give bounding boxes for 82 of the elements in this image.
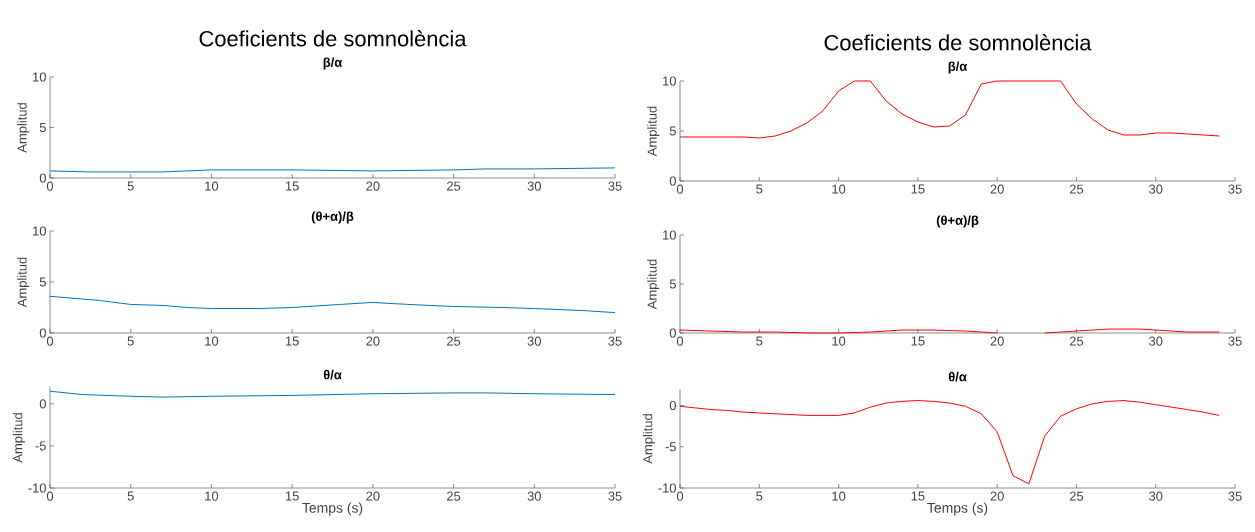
y-tick-label: -5 xyxy=(665,442,676,452)
y-axis-title: Amplitud xyxy=(12,413,25,463)
x-tick-label: 20 xyxy=(366,491,380,501)
x-tick-label: 25 xyxy=(1069,491,1084,501)
x-tick-label: 25 xyxy=(447,336,461,346)
x-tick-label: 20 xyxy=(990,336,1004,346)
x-tick-label: 35 xyxy=(1228,184,1242,194)
x-tick-label: 15 xyxy=(911,336,925,346)
text: Coeficients de somnolència xyxy=(824,34,1092,51)
y-tick-label: 5 xyxy=(39,277,46,287)
x-tick-label: 0 xyxy=(46,491,54,501)
y-tick-label: 10 xyxy=(663,76,676,86)
x-tick-label: 25 xyxy=(1069,184,1084,194)
y-tick-label: 0 xyxy=(39,173,46,183)
y-axis-title: Amplitud xyxy=(642,414,655,464)
x-tick-label: 15 xyxy=(285,181,299,191)
x-tick-label: 20 xyxy=(366,181,380,191)
x-tick-label: 5 xyxy=(127,181,134,191)
x-tick-label: 15 xyxy=(285,491,299,501)
x-tick-label: 20 xyxy=(990,491,1004,501)
x-tick-label: 35 xyxy=(608,336,622,346)
x-axis-title: Temps (s) xyxy=(302,502,363,516)
text: Coeficients de somnolència xyxy=(199,30,467,47)
x-tick-label: 5 xyxy=(756,336,763,346)
x-tick-label: 10 xyxy=(832,336,846,346)
x-tick-label: 35 xyxy=(1228,336,1242,346)
chart-title: θ/α xyxy=(948,371,967,382)
x-tick-label: 35 xyxy=(608,491,622,501)
y-tick-label: -10 xyxy=(28,483,46,493)
y-tick-label: 10 xyxy=(33,226,46,236)
y-tick-label: 0 xyxy=(39,328,46,338)
y-tick-label: -5 xyxy=(35,441,46,451)
x-tick-label: 5 xyxy=(127,491,134,501)
x-tick-label: 30 xyxy=(1149,184,1163,194)
y-axis-title: Amplitud xyxy=(17,257,30,308)
x-tick-label: 25 xyxy=(447,181,461,191)
y-tick-label: 0 xyxy=(669,328,676,338)
x-tick-label: 15 xyxy=(285,336,299,346)
x-tick-label: 10 xyxy=(832,184,846,194)
x-tick-label: 30 xyxy=(1149,491,1163,501)
x-tick-label: 0 xyxy=(46,181,54,191)
x-tick-label: 0 xyxy=(46,336,54,346)
y-tick-label: 0 xyxy=(669,400,676,411)
x-tick-label: 30 xyxy=(1149,336,1163,346)
x-tick-label: 15 xyxy=(911,184,925,194)
x-tick-label: 35 xyxy=(608,181,622,191)
chart-title: (θ+α)/β xyxy=(936,215,979,228)
y-tick-label: 0 xyxy=(39,399,46,409)
x-tick-label: 25 xyxy=(447,491,461,501)
y-tick-label: 5 xyxy=(669,279,676,289)
x-tick-label: 5 xyxy=(756,491,763,501)
x-tick-label: 10 xyxy=(205,181,219,191)
y-tick-label: 10 xyxy=(33,72,46,82)
x-tick-label: 5 xyxy=(127,336,134,346)
chart-title: β/α xyxy=(948,61,968,74)
y-axis-title: Amplitud xyxy=(17,103,30,153)
x-tick-label: 30 xyxy=(527,491,541,501)
x-tick-label: 15 xyxy=(911,491,925,501)
x-tick-label: 20 xyxy=(990,184,1004,194)
chart-title: (θ+α)/β xyxy=(311,211,354,224)
y-tick-label: 5 xyxy=(39,122,46,133)
y-tick-label: -10 xyxy=(658,483,676,493)
y-axis-title: Amplitud xyxy=(647,106,660,157)
x-tick-label: 35 xyxy=(1228,491,1242,501)
y-tick-label: 10 xyxy=(663,230,676,240)
chart-title: β/α xyxy=(323,57,343,70)
x-tick-label: 0 xyxy=(676,491,684,501)
x-tick-label: 25 xyxy=(1069,336,1084,346)
line-series xyxy=(49,295,616,314)
x-axis-title: Temps (s) xyxy=(927,502,988,516)
x-tick-label: 10 xyxy=(205,336,219,346)
y-tick-label: 5 xyxy=(669,126,676,136)
chart-title: θ/α xyxy=(323,369,342,380)
y-axis-title: Amplitud xyxy=(647,259,660,310)
x-tick-label: 20 xyxy=(366,336,380,346)
x-tick-label: 0 xyxy=(676,184,684,194)
x-tick-label: 30 xyxy=(527,336,541,346)
x-tick-label: 30 xyxy=(527,181,541,191)
x-tick-label: 5 xyxy=(756,184,763,194)
x-tick-label: 10 xyxy=(832,491,846,501)
x-tick-label: 10 xyxy=(205,491,219,501)
x-tick-label: 0 xyxy=(676,336,684,346)
